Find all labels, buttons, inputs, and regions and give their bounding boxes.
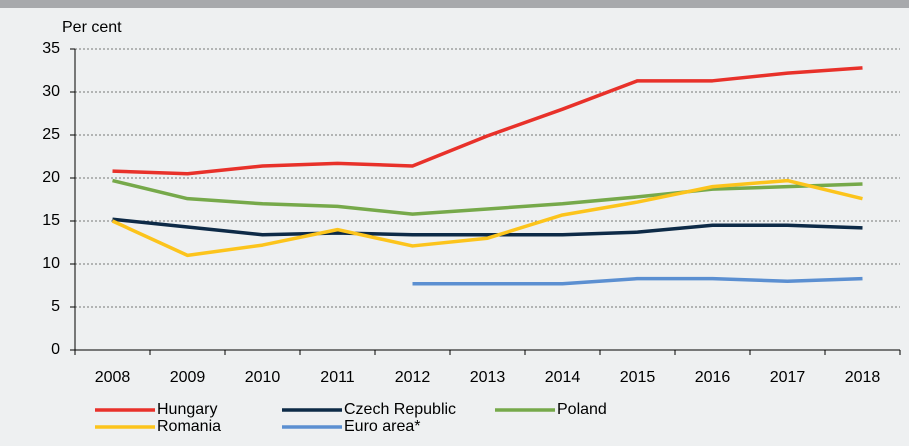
- top-band: [0, 0, 909, 8]
- series-line: [112, 217, 863, 237]
- x-tick-label: 2018: [845, 369, 881, 386]
- x-tick-label: 2008: [95, 369, 131, 386]
- series-line: [112, 178, 863, 216]
- legend-label: Hungary: [157, 401, 217, 418]
- y-tick-label: 35: [42, 40, 60, 57]
- series-line: [111, 178, 863, 258]
- y-tick-label: 30: [42, 83, 60, 100]
- y-tick-label: 0: [51, 341, 60, 358]
- y-tick-label: 10: [42, 255, 60, 272]
- y-tick-label: 20: [42, 169, 60, 186]
- x-tick-label: 2013: [470, 369, 506, 386]
- x-tick-label: 2015: [620, 369, 656, 386]
- x-tick-label: 2014: [545, 369, 581, 386]
- series-line: [112, 66, 863, 176]
- legend-label: Poland: [557, 401, 607, 418]
- y-axis-label: Per cent: [62, 19, 122, 36]
- y-tick-label: 5: [51, 298, 60, 315]
- x-tick-label: 2016: [695, 369, 731, 386]
- x-tick-label: 2012: [395, 369, 431, 386]
- y-tick-label: 15: [42, 212, 60, 229]
- legend-label: Czech Republic: [344, 401, 456, 418]
- x-tick-label: 2010: [245, 369, 281, 386]
- legend-label: Euro area*: [344, 418, 421, 435]
- x-tick-label: 2017: [770, 369, 806, 386]
- legend-label: Romania: [157, 418, 221, 435]
- y-tick-label: 25: [42, 126, 60, 143]
- x-tick-label: 2011: [320, 369, 355, 386]
- series-line: [412, 276, 863, 286]
- x-tick-label: 2009: [170, 369, 206, 386]
